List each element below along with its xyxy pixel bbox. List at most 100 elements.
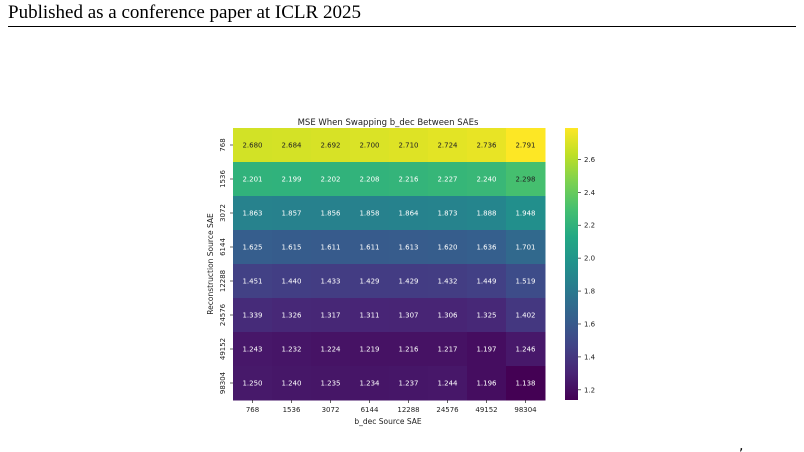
y-axis-label: Reconstruction Source SAE (206, 213, 215, 315)
heatmap-cell (389, 196, 429, 231)
cell-value-label: 2.201 (242, 176, 262, 184)
heatmap-cell (272, 366, 312, 401)
x-tick-label: 768 (246, 406, 259, 414)
heatmap-cell (467, 332, 507, 367)
cell-value-label: 1.235 (320, 380, 340, 388)
cell-value-label: 1.613 (398, 244, 418, 252)
cell-value-label: 2.208 (359, 176, 379, 184)
y-tick-label: 24576 (219, 303, 227, 326)
heatmap-cell (233, 366, 273, 401)
heatmap-cell (272, 196, 312, 231)
x-axis-ticks: 768 1536 3072 6144 12288 24576 49152 98304 (246, 400, 537, 414)
cell-value-label: 1.240 (281, 380, 301, 388)
x-tick-label: 12288 (397, 406, 419, 414)
heatmap-cell (272, 298, 312, 333)
heatmap-cell (311, 332, 351, 367)
heatmap-cell (350, 332, 390, 367)
heatmap-cell (350, 298, 390, 333)
cell-value-label: 1.858 (359, 210, 379, 218)
cell-value-label: 1.864 (398, 210, 419, 218)
heatmap-cell (389, 230, 429, 265)
x-tick-label: 1536 (283, 406, 301, 414)
heatmap-cell (428, 196, 468, 231)
cell-value-label: 2.680 (242, 142, 262, 150)
cell-value-label: 1.948 (515, 210, 535, 218)
cell-value-label: 2.298 (515, 176, 535, 184)
x-tick-label: 24576 (436, 406, 459, 414)
heatmap-cells: 2.680 2.684 2.692 2.700 2.710 2.724 2.736 2.791… (233, 128, 546, 401)
cell-value-label: 1.611 (320, 244, 340, 252)
cell-value-label: 1.429 (398, 278, 418, 286)
cell-value-label: 2.736 (476, 142, 497, 150)
cell-value-label: 1.216 (398, 346, 419, 354)
cell-value-label: 1.611 (359, 244, 379, 252)
heatmap-cell (467, 196, 507, 231)
heatmap-cell (467, 298, 507, 333)
heatmap-cell (272, 264, 312, 299)
cell-value-label: 1.863 (242, 210, 262, 218)
cell-value-label: 1.856 (320, 210, 341, 218)
heatmap-cell (233, 264, 273, 299)
heatmap-cell (428, 162, 468, 197)
cell-value-label: 1.402 (515, 312, 535, 320)
colorbar-tick-label: 2.2 (584, 222, 595, 230)
heatmap-cell (311, 298, 351, 333)
heatmap-cell (428, 298, 468, 333)
heatmap-cell (233, 230, 273, 265)
cell-value-label: 1.429 (359, 278, 379, 286)
cell-value-label: 2.216 (398, 176, 419, 184)
cell-value-label: 2.202 (320, 176, 340, 184)
heatmap-cell (389, 298, 429, 333)
colorbar (565, 128, 578, 400)
cell-value-label: 2.240 (476, 176, 496, 184)
heatmap-cell (311, 230, 351, 265)
cell-value-label: 1.307 (398, 312, 418, 320)
colorbar-tick-label: 1.2 (584, 386, 595, 394)
y-tick-label: 6144 (219, 238, 227, 256)
colorbar-ticks: 1.2 1.4 1.6 1.8 2.0 2.2 2.4 2.6 (578, 156, 596, 394)
heatmap-cell (428, 366, 468, 401)
cell-value-label: 1.250 (242, 380, 262, 388)
cell-value-label: 1.243 (242, 346, 262, 354)
heatmap-cell (233, 196, 273, 231)
heatmap-cell (233, 128, 273, 163)
cell-value-label: 1.138 (515, 380, 535, 388)
heatmap-cell (233, 298, 273, 333)
heatmap-cell (506, 298, 546, 333)
colorbar-tick-label: 2.0 (584, 255, 595, 263)
y-axis-ticks: 768 1536 3072 6144 12288 24576 49152 98304 (219, 138, 233, 394)
cell-value-label: 1.326 (281, 312, 302, 320)
cell-value-label: 1.451 (242, 278, 262, 286)
heatmap-cell (233, 162, 273, 197)
heatmap-cell (350, 162, 390, 197)
cell-value-label: 2.199 (281, 176, 301, 184)
cell-value-label: 2.700 (359, 142, 379, 150)
cell-value-label: 2.692 (320, 142, 340, 150)
cell-value-label: 1.620 (437, 244, 457, 252)
x-axis-label: b_dec Source SAE (354, 417, 422, 426)
heatmap-cell (506, 230, 546, 265)
cell-value-label: 1.196 (476, 380, 497, 388)
heatmap-cell (272, 128, 312, 163)
cell-value-label: 1.306 (437, 312, 458, 320)
cell-value-label: 1.237 (398, 380, 418, 388)
cell-value-label: 1.232 (281, 346, 301, 354)
heatmap-cell (272, 332, 312, 367)
heatmap-cell (428, 128, 468, 163)
heatmap-cell (311, 196, 351, 231)
heatmap-cell (467, 162, 507, 197)
heatmap-cell (428, 332, 468, 367)
heatmap-cell (467, 264, 507, 299)
y-tick-label: 49152 (219, 338, 227, 360)
heatmap-cell (467, 366, 507, 401)
heatmap-cell (467, 128, 507, 163)
heatmap-cell (350, 128, 390, 163)
heatmap-cell (350, 230, 390, 265)
cell-value-label: 2.791 (515, 142, 535, 150)
colorbar-tick-label: 2.4 (584, 189, 596, 197)
x-tick-label: 3072 (322, 406, 340, 414)
heatmap-cell (506, 128, 546, 163)
heatmap-cell (389, 162, 429, 197)
cell-value-label: 1.449 (476, 278, 496, 286)
